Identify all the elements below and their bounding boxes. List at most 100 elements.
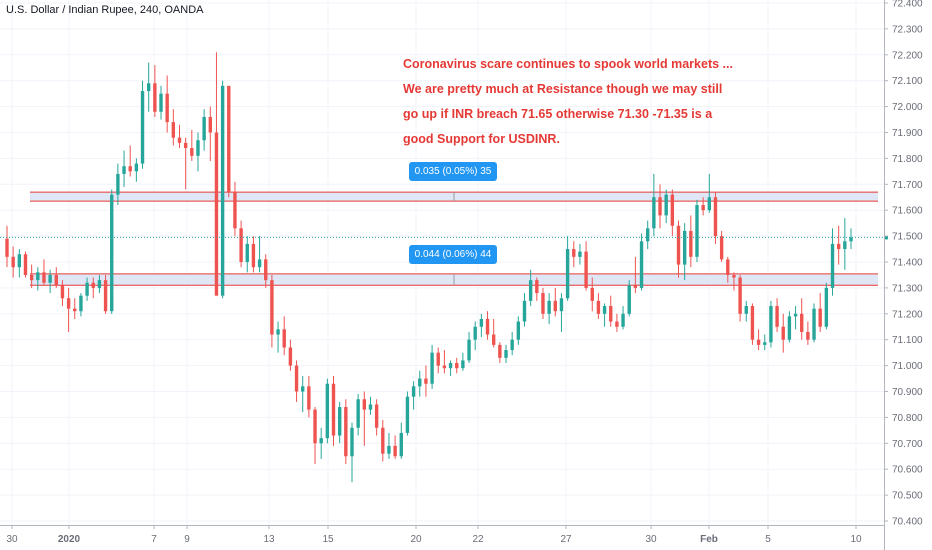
candle-body bbox=[750, 306, 755, 340]
candle-body bbox=[498, 344, 502, 358]
candle-body bbox=[11, 256, 15, 268]
grid bbox=[0, 0, 884, 525]
candle-body bbox=[461, 360, 465, 369]
candle-body bbox=[627, 285, 631, 314]
candle-body bbox=[578, 251, 582, 257]
candle-body bbox=[676, 225, 681, 265]
candle-body bbox=[103, 280, 108, 312]
candle-body bbox=[313, 409, 317, 444]
price-tick-label: 72.300 bbox=[892, 24, 923, 35]
symbol-title: U.S. Dollar / Indian Rupee, 240, OANDA bbox=[6, 4, 204, 16]
time-tick-label: 5 bbox=[765, 534, 771, 545]
candle-body bbox=[159, 93, 163, 112]
candle-body bbox=[91, 282, 95, 288]
candle-body bbox=[670, 194, 675, 226]
price-tick-label: 71.100 bbox=[892, 335, 923, 346]
candle-body bbox=[23, 254, 28, 275]
price-tick-label: 70.500 bbox=[892, 491, 923, 502]
candle-body bbox=[350, 427, 354, 457]
candle-body bbox=[270, 280, 274, 335]
candle-body bbox=[535, 280, 539, 294]
candle-body bbox=[541, 293, 545, 314]
candle-body bbox=[227, 85, 231, 193]
candle-body bbox=[337, 407, 342, 436]
candle-body bbox=[615, 321, 619, 327]
support-range-badge[interactable]: 0.044 (0.06%) 44 bbox=[409, 245, 497, 264]
candle-body bbox=[214, 132, 219, 296]
time-tick-label: 30 bbox=[645, 534, 657, 545]
candle-body bbox=[824, 287, 829, 327]
time-tick-label: 13 bbox=[263, 534, 275, 545]
candle-body bbox=[646, 228, 650, 242]
candle-body bbox=[744, 306, 748, 314]
candle-body bbox=[331, 383, 336, 436]
price-tick-label: 70.900 bbox=[892, 387, 923, 398]
candle-body bbox=[42, 272, 46, 283]
annotation-text[interactable]: Coronavirus scare continues to spook wor… bbox=[403, 52, 733, 152]
price-tick-label: 71.800 bbox=[892, 154, 923, 165]
candle-body bbox=[140, 91, 145, 164]
candle-body bbox=[726, 259, 730, 275]
price-tick-label: 71.000 bbox=[892, 361, 923, 372]
candle-body bbox=[393, 445, 397, 457]
candle-body bbox=[368, 404, 373, 410]
candle-body bbox=[658, 197, 662, 216]
candle-body bbox=[713, 197, 718, 237]
candle-body bbox=[738, 277, 742, 314]
candle-body bbox=[849, 237, 853, 242]
time-tick-label: 9 bbox=[184, 534, 190, 545]
time-tick-label: 20 bbox=[410, 534, 422, 545]
candle-body bbox=[806, 331, 810, 340]
candle-body bbox=[473, 326, 477, 340]
candle-body bbox=[516, 321, 521, 340]
candle-body bbox=[146, 83, 151, 92]
candle-body bbox=[418, 378, 422, 387]
candle-body bbox=[60, 285, 65, 299]
candle-body bbox=[479, 318, 484, 327]
price-tick-label: 71.200 bbox=[892, 309, 923, 320]
candle-body bbox=[5, 238, 9, 257]
candle-body bbox=[282, 329, 286, 348]
candle-body bbox=[590, 287, 594, 301]
candle-body bbox=[374, 404, 379, 428]
candle-body bbox=[79, 295, 83, 312]
time-axis: 30 2020 7 9 13 15 20 22 27 30 Feb 5 10 bbox=[0, 525, 884, 545]
candle-body bbox=[171, 122, 176, 138]
candle-body bbox=[695, 205, 699, 257]
time-tick-label: 27 bbox=[560, 534, 572, 545]
candle-body bbox=[17, 254, 22, 268]
time-tick-label: 15 bbox=[322, 534, 334, 545]
price-axis: 70.400 70.500 70.600 70.700 70.800 70.900 71.0… bbox=[884, 0, 923, 550]
price-tick-label: 70.800 bbox=[892, 413, 923, 424]
candle-body bbox=[781, 326, 785, 340]
candle-body bbox=[812, 308, 816, 340]
candle-body bbox=[73, 308, 77, 312]
candle-body bbox=[787, 316, 792, 340]
annotation-line: Coronavirus scare continues to spook wor… bbox=[403, 57, 733, 71]
candle-body bbox=[584, 251, 588, 288]
candle-body bbox=[183, 142, 188, 149]
price-tick-label: 70.600 bbox=[892, 465, 923, 476]
candle-body bbox=[48, 274, 52, 283]
candle-body bbox=[405, 396, 410, 433]
candle-body bbox=[325, 383, 330, 439]
candle-body bbox=[134, 163, 139, 172]
candle-body bbox=[830, 243, 835, 288]
candle-body bbox=[763, 342, 767, 345]
candle-body bbox=[652, 197, 656, 229]
candle-body bbox=[442, 365, 447, 369]
resistance-range-badge[interactable]: 0.035 (0.05%) 35 bbox=[409, 162, 497, 181]
candle-body bbox=[621, 313, 625, 327]
candle-body bbox=[633, 285, 638, 288]
candle-body bbox=[689, 230, 693, 257]
candle-body bbox=[381, 427, 385, 454]
candle-body bbox=[609, 306, 613, 322]
candle-body bbox=[165, 93, 169, 123]
annotation-line: go up if INR breach 71.65 otherwise 71.3… bbox=[403, 107, 713, 121]
candle-body bbox=[288, 347, 293, 366]
candle-body bbox=[836, 243, 841, 250]
candle-body bbox=[769, 306, 773, 343]
candle-body bbox=[344, 407, 348, 457]
candle-body bbox=[756, 339, 761, 345]
